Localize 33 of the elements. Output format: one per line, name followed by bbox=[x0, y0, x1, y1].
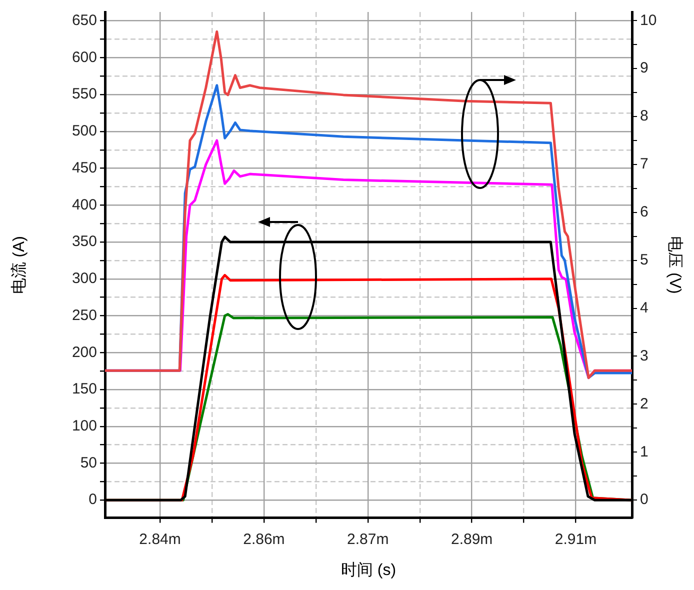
y-tick-label: 0 bbox=[88, 491, 97, 508]
x-tick-label: 2.91m bbox=[554, 530, 597, 548]
y2-tick-label: 0 bbox=[640, 491, 648, 508]
y-tick-label: 650 bbox=[72, 12, 97, 29]
x-tick-label: 2.87m bbox=[347, 530, 389, 548]
y2-axis-title: 电压 (V) bbox=[666, 236, 684, 294]
y2-tick-label: 3 bbox=[640, 347, 648, 364]
y2-tick-label: 7 bbox=[640, 156, 648, 173]
y-tick-label: 150 bbox=[72, 380, 97, 398]
y-tick-label: 300 bbox=[72, 270, 97, 288]
y-tick-label: 550 bbox=[72, 86, 97, 103]
y2-tick-label: 8 bbox=[640, 108, 648, 125]
y2-tick-label: 5 bbox=[640, 251, 648, 268]
x-tick-label: 2.84m bbox=[139, 530, 181, 548]
x-tick-label: 2.86m bbox=[243, 530, 285, 548]
y-axis-title: 电流 (A) bbox=[10, 236, 28, 294]
y2-tick-label: 6 bbox=[640, 204, 648, 221]
y2-tick-label: 2 bbox=[640, 395, 648, 412]
x-axis-title: 时间 (s) bbox=[340, 560, 396, 579]
x-tick-label: 2.89m bbox=[450, 530, 493, 548]
y2-tick-label: 10 bbox=[640, 12, 657, 29]
y-tick-label: 450 bbox=[72, 159, 97, 176]
y-tick-label: 250 bbox=[72, 306, 97, 324]
y2-tick-label: 4 bbox=[640, 299, 648, 316]
y-tick-label: 50 bbox=[80, 454, 97, 472]
y2-tick-label: 1 bbox=[640, 443, 648, 460]
y-tick-label: 200 bbox=[72, 344, 97, 361]
y-tick-label: 100 bbox=[72, 418, 97, 435]
y-tick-label: 500 bbox=[72, 122, 97, 140]
y-tick-label: 400 bbox=[72, 196, 97, 214]
y-tick-label: 350 bbox=[72, 233, 97, 250]
y2-tick-label: 9 bbox=[640, 60, 648, 77]
y-tick-label: 600 bbox=[72, 48, 97, 66]
